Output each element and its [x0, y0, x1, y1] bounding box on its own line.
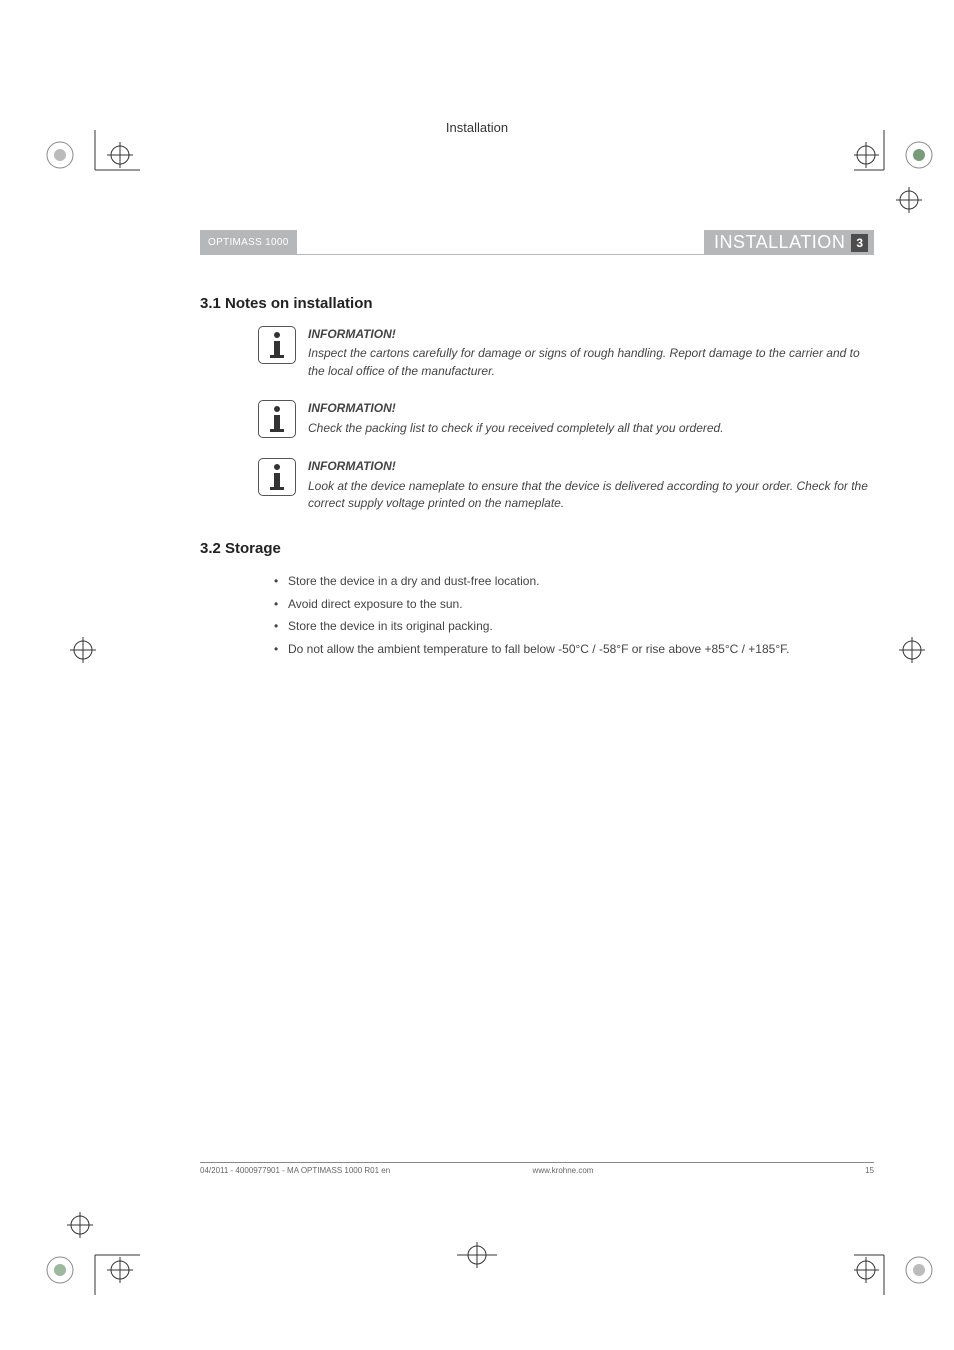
- footer-page-number: 15: [865, 1166, 874, 1175]
- list-item: Store the device in a dry and dust-free …: [274, 571, 874, 591]
- info-icon: [258, 326, 296, 364]
- info-title: INFORMATION!: [308, 326, 874, 343]
- crop-mark-bottom-right: [854, 1215, 944, 1295]
- list-item: Avoid direct exposure to the sun.: [274, 594, 874, 614]
- info-text: INFORMATION! Check the packing list to c…: [308, 400, 724, 438]
- info-title: INFORMATION!: [308, 458, 874, 475]
- info-body: Check the packing list to check if you r…: [308, 420, 724, 437]
- info-body: Inspect the cartons carefully for damage…: [308, 345, 874, 380]
- info-block: INFORMATION! Look at the device nameplat…: [200, 458, 874, 512]
- storage-list: Store the device in a dry and dust-free …: [200, 571, 874, 659]
- info-block: INFORMATION! Inspect the cartons careful…: [200, 326, 874, 380]
- footer-doc-id: 04/2011 - 4000977901 - MA OPTIMASS 1000 …: [200, 1166, 533, 1175]
- crop-mark-bottom-left: [40, 1205, 140, 1295]
- section-heading-storage: 3.2 Storage: [200, 540, 874, 557]
- product-name: OPTIMASS 1000: [200, 230, 297, 255]
- crop-mark-top-left: [40, 130, 140, 210]
- crop-mark-top-right: [854, 130, 944, 220]
- page-footer: 04/2011 - 4000977901 - MA OPTIMASS 1000 …: [200, 1162, 874, 1175]
- info-title: INFORMATION!: [308, 400, 724, 417]
- footer-url: www.krohne.com: [533, 1166, 866, 1175]
- chapter-number: 3: [851, 234, 868, 252]
- header-right: INSTALLATION 3: [704, 230, 874, 255]
- crop-mark-mid-right: [894, 635, 934, 665]
- info-block: INFORMATION! Check the packing list to c…: [200, 400, 874, 438]
- info-body: Look at the device nameplate to ensure t…: [308, 478, 874, 513]
- info-text: INFORMATION! Look at the device nameplat…: [308, 458, 874, 512]
- crop-mark-mid-left: [65, 635, 105, 665]
- list-item: Do not allow the ambient temperature to …: [274, 639, 874, 659]
- crop-mark-bottom-center: [455, 1240, 499, 1270]
- info-icon: [258, 458, 296, 496]
- info-text: INFORMATION! Inspect the cartons careful…: [308, 326, 874, 380]
- chapter-title: INSTALLATION: [714, 232, 845, 253]
- header-bar: OPTIMASS 1000 INSTALLATION 3: [200, 230, 874, 255]
- section-heading-notes: 3.1 Notes on installation: [200, 295, 874, 312]
- page-label: Installation: [0, 120, 954, 135]
- list-item: Store the device in its original packing…: [274, 616, 874, 636]
- info-icon: [258, 400, 296, 438]
- main-content: OPTIMASS 1000 INSTALLATION 3 3.1 Notes o…: [200, 230, 874, 661]
- header-rule: [297, 230, 704, 255]
